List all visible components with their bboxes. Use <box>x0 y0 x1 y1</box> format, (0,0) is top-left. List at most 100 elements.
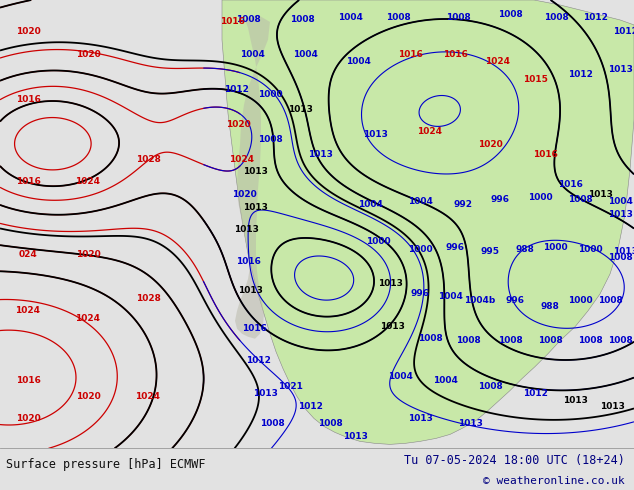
Text: 1000: 1000 <box>257 90 282 99</box>
Text: 1008: 1008 <box>567 195 592 204</box>
Text: 1016: 1016 <box>443 50 467 59</box>
Text: 1024: 1024 <box>75 177 101 186</box>
Text: 996: 996 <box>491 195 510 204</box>
Text: 1000: 1000 <box>567 296 592 305</box>
Text: 1013: 1013 <box>238 287 262 295</box>
Text: 1013: 1013 <box>243 203 268 212</box>
Text: 1020: 1020 <box>75 392 100 401</box>
Text: 1000: 1000 <box>578 245 602 254</box>
Text: 1008: 1008 <box>598 296 623 305</box>
Text: 1004: 1004 <box>240 50 264 59</box>
Text: 1020: 1020 <box>226 120 250 129</box>
Text: 1012: 1012 <box>224 85 249 94</box>
Text: 992: 992 <box>453 200 472 209</box>
Text: 1008: 1008 <box>418 334 443 343</box>
Text: Surface pressure [hPa] ECMWF: Surface pressure [hPa] ECMWF <box>6 458 206 471</box>
Text: 1013: 1013 <box>342 432 368 441</box>
Text: 1024: 1024 <box>486 57 510 66</box>
Text: 1008: 1008 <box>578 336 602 345</box>
Text: 1004: 1004 <box>408 197 432 206</box>
Text: 1013: 1013 <box>378 279 403 289</box>
Text: 988: 988 <box>515 245 534 254</box>
Text: 1000: 1000 <box>527 193 552 202</box>
Text: 1004b: 1004b <box>464 296 496 305</box>
Text: 995: 995 <box>481 246 500 256</box>
Text: 1016: 1016 <box>16 177 41 186</box>
Text: 1008: 1008 <box>543 13 568 23</box>
Text: 1024: 1024 <box>418 127 443 136</box>
Text: 1008: 1008 <box>498 10 522 20</box>
Polygon shape <box>222 0 634 444</box>
Text: 1013: 1013 <box>363 130 387 139</box>
Text: 1000: 1000 <box>366 237 391 245</box>
Text: 996: 996 <box>410 290 429 298</box>
Text: 1013: 1013 <box>588 190 612 199</box>
Text: 1013: 1013 <box>562 396 588 405</box>
Text: 1004: 1004 <box>292 50 318 59</box>
Polygon shape <box>235 15 270 339</box>
Text: 1024: 1024 <box>230 155 254 164</box>
Text: 1004: 1004 <box>437 293 462 301</box>
Text: 1020: 1020 <box>231 190 256 199</box>
Text: 1008: 1008 <box>236 15 261 24</box>
Text: 1004: 1004 <box>337 13 363 23</box>
Text: 1012: 1012 <box>583 13 607 23</box>
Text: © weatheronline.co.uk: © weatheronline.co.uk <box>482 476 624 486</box>
Text: 1004: 1004 <box>346 57 370 66</box>
Text: 1008: 1008 <box>607 336 632 345</box>
Text: 1008: 1008 <box>477 382 502 391</box>
Text: 1004: 1004 <box>432 376 458 385</box>
Text: 1016: 1016 <box>557 180 583 189</box>
Text: 1016: 1016 <box>16 376 41 385</box>
Text: 1024: 1024 <box>75 314 101 323</box>
Text: 1008: 1008 <box>456 336 481 345</box>
Text: 1013: 1013 <box>380 322 404 331</box>
Text: 1024: 1024 <box>15 306 41 316</box>
Text: 1013: 1013 <box>607 210 633 219</box>
Text: 988: 988 <box>541 302 559 311</box>
Text: 1020: 1020 <box>75 50 100 59</box>
Text: 1004: 1004 <box>607 197 633 206</box>
Text: 1012: 1012 <box>612 27 634 36</box>
Text: 1008: 1008 <box>318 419 342 428</box>
Text: 1021: 1021 <box>278 382 302 391</box>
Text: 1016: 1016 <box>398 50 422 59</box>
Text: 1008: 1008 <box>257 135 282 144</box>
Text: 1012: 1012 <box>297 402 323 411</box>
Text: 1028: 1028 <box>136 155 160 164</box>
Text: 1016: 1016 <box>236 257 261 266</box>
Text: 1008: 1008 <box>290 15 314 24</box>
Text: 1020: 1020 <box>16 27 41 36</box>
Text: 1004: 1004 <box>387 372 413 381</box>
Text: 1013: 1013 <box>633 75 634 84</box>
Text: 1000: 1000 <box>543 243 567 251</box>
Text: 1013: 1013 <box>600 402 624 411</box>
Text: 996: 996 <box>446 243 465 251</box>
Text: 1013: 1013 <box>233 224 259 234</box>
Text: 1013: 1013 <box>243 167 268 176</box>
Text: 1012: 1012 <box>567 70 592 79</box>
Text: 1015: 1015 <box>522 75 547 84</box>
Text: 1024: 1024 <box>136 392 160 401</box>
Text: 1008: 1008 <box>538 336 562 345</box>
Text: 1016: 1016 <box>219 18 245 26</box>
Text: 1013: 1013 <box>408 414 432 423</box>
Text: 1008: 1008 <box>446 13 470 23</box>
Text: 1020: 1020 <box>75 249 100 259</box>
Text: 1008: 1008 <box>260 419 285 428</box>
Text: 1013: 1013 <box>607 65 633 74</box>
Text: 1012: 1012 <box>245 356 271 365</box>
Text: 1016: 1016 <box>16 95 41 104</box>
Text: 024: 024 <box>18 249 37 259</box>
Text: 1013: 1013 <box>252 389 278 398</box>
Text: 1020: 1020 <box>477 140 502 149</box>
Text: Tu 07-05-2024 18:00 UTC (18+24): Tu 07-05-2024 18:00 UTC (18+24) <box>404 454 624 466</box>
Text: 1008: 1008 <box>498 336 522 345</box>
Text: 1013: 1013 <box>307 150 332 159</box>
Text: 1004: 1004 <box>358 200 382 209</box>
Text: 1013: 1013 <box>288 105 313 114</box>
Text: 1008: 1008 <box>385 13 410 23</box>
Text: 1008: 1008 <box>607 252 632 262</box>
Text: 1000: 1000 <box>408 245 432 254</box>
Text: 1020: 1020 <box>16 414 41 423</box>
